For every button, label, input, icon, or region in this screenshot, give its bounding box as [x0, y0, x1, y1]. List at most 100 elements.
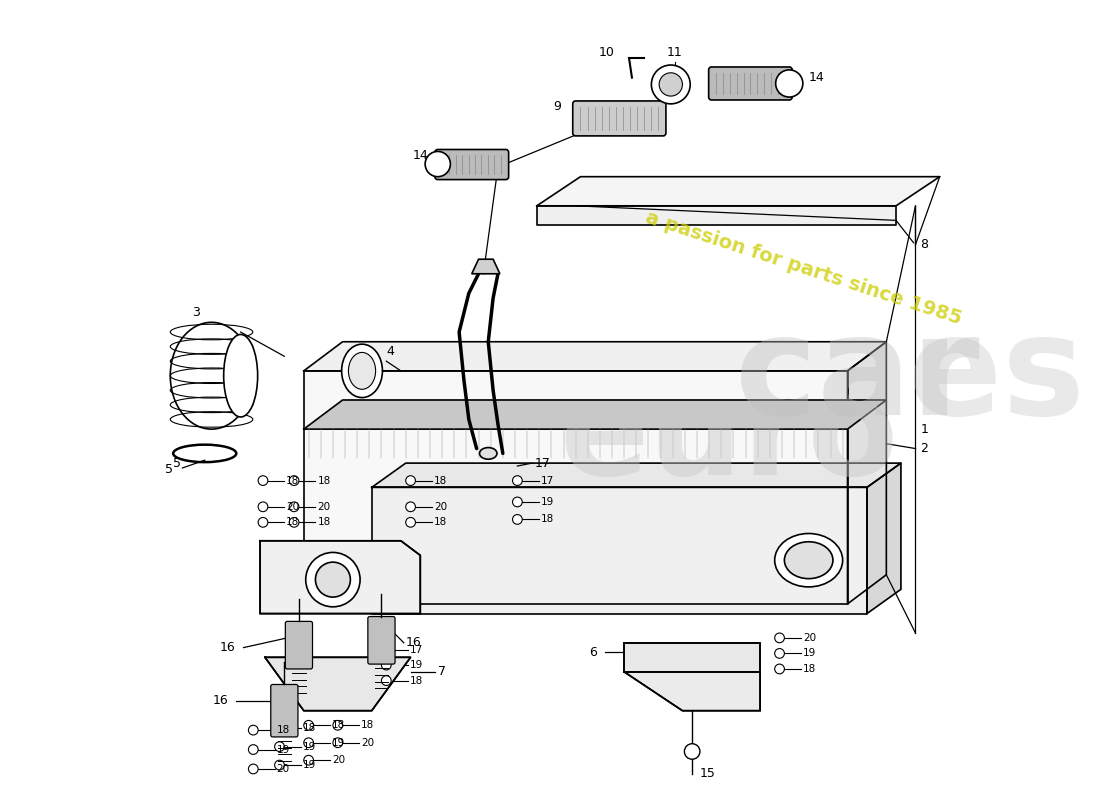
- Text: 17: 17: [409, 645, 422, 654]
- Text: 7: 7: [438, 666, 446, 678]
- Circle shape: [776, 70, 803, 97]
- Circle shape: [289, 518, 299, 527]
- Polygon shape: [847, 342, 887, 604]
- Ellipse shape: [342, 344, 383, 398]
- Text: car: car: [735, 309, 979, 444]
- Circle shape: [306, 553, 360, 607]
- Circle shape: [651, 65, 690, 104]
- Text: 18: 18: [286, 518, 299, 527]
- Circle shape: [258, 518, 267, 527]
- Text: 18: 18: [541, 514, 554, 525]
- Text: 3: 3: [192, 306, 200, 319]
- Text: 17: 17: [541, 475, 554, 486]
- Circle shape: [249, 726, 258, 735]
- Polygon shape: [372, 487, 867, 614]
- Text: 20: 20: [286, 502, 299, 512]
- Circle shape: [684, 744, 700, 759]
- Text: 20: 20: [361, 738, 374, 748]
- Text: 5: 5: [165, 463, 173, 477]
- Circle shape: [304, 738, 313, 748]
- Polygon shape: [867, 463, 901, 614]
- Text: 18: 18: [286, 475, 299, 486]
- FancyBboxPatch shape: [434, 150, 508, 179]
- Text: 18: 18: [302, 723, 316, 733]
- Circle shape: [316, 562, 351, 597]
- Polygon shape: [624, 672, 760, 710]
- Text: 9: 9: [553, 100, 561, 114]
- Text: 19: 19: [409, 660, 422, 670]
- Text: 4: 4: [386, 345, 394, 358]
- Text: 18: 18: [276, 725, 289, 735]
- Circle shape: [275, 723, 285, 733]
- Circle shape: [513, 476, 522, 486]
- Ellipse shape: [170, 322, 253, 429]
- Text: 18: 18: [332, 720, 345, 730]
- Polygon shape: [304, 371, 847, 604]
- Text: 18: 18: [409, 676, 422, 686]
- Text: 19: 19: [302, 760, 316, 770]
- Ellipse shape: [774, 534, 843, 587]
- Text: 16: 16: [406, 636, 421, 650]
- Text: 20: 20: [276, 764, 289, 774]
- Text: 18: 18: [318, 518, 331, 527]
- Circle shape: [659, 73, 682, 96]
- Circle shape: [513, 514, 522, 524]
- Text: 10: 10: [598, 46, 615, 59]
- Polygon shape: [372, 463, 901, 487]
- Text: 16: 16: [212, 694, 228, 707]
- FancyBboxPatch shape: [271, 685, 298, 737]
- Polygon shape: [304, 342, 887, 371]
- Circle shape: [513, 497, 522, 507]
- Circle shape: [258, 476, 267, 486]
- Text: 18: 18: [361, 720, 374, 730]
- Text: 20: 20: [803, 633, 816, 643]
- Text: 19: 19: [276, 745, 289, 754]
- Circle shape: [406, 476, 416, 486]
- Circle shape: [275, 760, 285, 770]
- Text: 16: 16: [220, 641, 235, 654]
- Text: 6: 6: [590, 646, 597, 659]
- Text: 20: 20: [318, 502, 330, 512]
- Text: 18: 18: [433, 518, 447, 527]
- Circle shape: [289, 476, 299, 486]
- Ellipse shape: [784, 542, 833, 578]
- Polygon shape: [265, 658, 410, 710]
- Text: 19: 19: [541, 497, 554, 507]
- Polygon shape: [537, 177, 939, 206]
- Circle shape: [406, 518, 416, 527]
- Text: 20: 20: [433, 502, 447, 512]
- Circle shape: [382, 676, 392, 686]
- Text: euro: euro: [560, 375, 899, 502]
- Polygon shape: [472, 259, 499, 274]
- Polygon shape: [537, 206, 896, 226]
- Circle shape: [382, 645, 392, 654]
- Text: 18: 18: [318, 475, 331, 486]
- Ellipse shape: [223, 334, 257, 417]
- FancyBboxPatch shape: [708, 67, 792, 100]
- Text: 18: 18: [803, 664, 816, 674]
- Text: 18: 18: [433, 475, 447, 486]
- FancyBboxPatch shape: [573, 101, 666, 136]
- Text: 17: 17: [535, 457, 551, 470]
- Text: 19: 19: [803, 649, 816, 658]
- Text: 2: 2: [921, 442, 928, 455]
- Circle shape: [425, 151, 450, 177]
- Ellipse shape: [480, 447, 497, 459]
- FancyBboxPatch shape: [285, 622, 312, 669]
- Text: 8: 8: [921, 238, 928, 251]
- Circle shape: [304, 721, 313, 730]
- Circle shape: [774, 649, 784, 658]
- Ellipse shape: [349, 353, 375, 390]
- Circle shape: [382, 660, 392, 670]
- Text: a passion for parts since 1985: a passion for parts since 1985: [644, 208, 965, 328]
- Text: 19: 19: [332, 738, 345, 748]
- Polygon shape: [260, 541, 420, 614]
- Text: 14: 14: [412, 149, 428, 162]
- Circle shape: [333, 738, 342, 748]
- Circle shape: [275, 742, 285, 751]
- Circle shape: [774, 633, 784, 642]
- Text: 15: 15: [700, 767, 716, 780]
- FancyBboxPatch shape: [367, 617, 395, 664]
- Text: 19: 19: [302, 742, 316, 752]
- Text: 1: 1: [921, 422, 928, 436]
